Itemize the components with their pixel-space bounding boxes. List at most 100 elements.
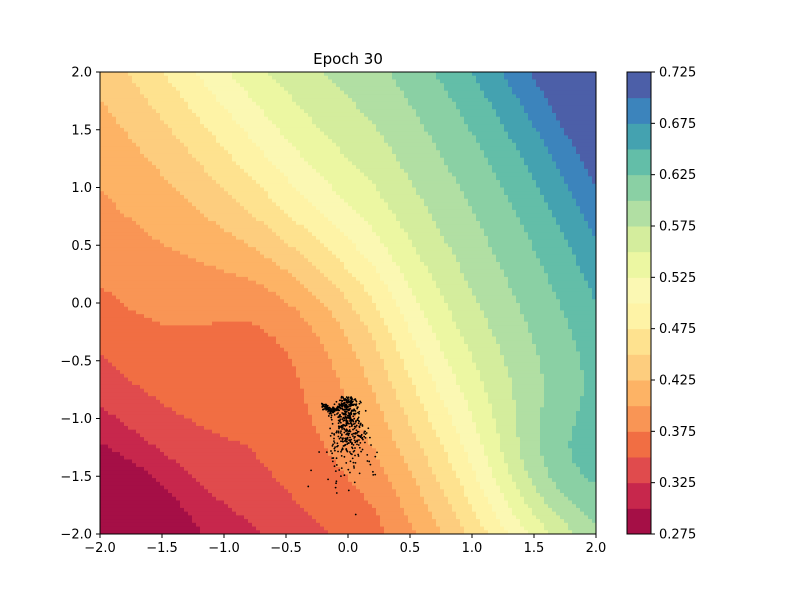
contour-cell — [216, 511, 221, 516]
contour-cell — [192, 493, 197, 498]
contour-cell — [256, 276, 261, 282]
contour-cell — [120, 213, 125, 218]
contour-cell — [124, 101, 129, 107]
contour-cell — [172, 317, 177, 323]
contour-cell — [100, 522, 105, 528]
contour-cell — [232, 202, 237, 207]
contour-cell — [144, 250, 149, 256]
contour-cell — [104, 176, 109, 181]
contour-cell — [228, 146, 233, 151]
contour-cell — [160, 388, 165, 394]
contour-cell — [116, 112, 121, 118]
contour-cell — [236, 299, 241, 304]
contour-cell — [232, 265, 237, 271]
contour-cell — [132, 403, 137, 408]
contour-cell — [180, 429, 185, 435]
contour-cell — [248, 213, 253, 218]
contour-cell — [200, 79, 205, 84]
contour-cell — [188, 291, 193, 297]
contour-cell — [240, 146, 245, 151]
contour-cell — [128, 217, 133, 222]
contour-cell — [108, 98, 113, 103]
contour-cell — [104, 429, 109, 435]
contour-cell — [252, 86, 257, 92]
contour-cell — [108, 280, 113, 285]
contour-cell — [196, 407, 201, 412]
contour-cell — [100, 444, 105, 449]
contour-cell — [116, 120, 121, 125]
contour-cell — [176, 146, 181, 151]
contour-cell — [188, 258, 193, 263]
contour-cell — [172, 291, 177, 297]
contour-cell — [248, 511, 253, 516]
contour-cell — [244, 425, 249, 431]
contour-cell — [100, 362, 105, 367]
contour-cell — [192, 489, 197, 494]
contour-cell — [120, 411, 125, 416]
contour-cell — [148, 355, 153, 360]
contour-cell — [212, 258, 217, 263]
contour-cell — [172, 116, 177, 122]
contour-cell — [204, 75, 209, 81]
contour-cell — [176, 455, 181, 461]
contour-cell — [152, 403, 157, 408]
contour-cell — [192, 418, 197, 423]
contour-cell — [164, 247, 169, 252]
contour-cell — [156, 370, 161, 375]
contour-cell — [248, 75, 253, 81]
contour-cell — [144, 142, 149, 148]
contour-cell — [212, 109, 217, 114]
contour-cell — [124, 217, 129, 222]
contour-cell — [132, 94, 137, 99]
contour-cell — [152, 254, 157, 259]
contour-cell — [252, 325, 257, 330]
contour-cell — [172, 75, 177, 81]
contour-cell — [236, 317, 241, 323]
contour-cell — [164, 288, 169, 293]
contour-cell — [240, 112, 245, 118]
contour-cell — [180, 403, 185, 408]
contour-cell — [236, 112, 241, 118]
contour-cell — [108, 329, 113, 334]
contour-cell — [128, 504, 133, 509]
contour-cell — [120, 291, 125, 297]
contour-cell — [112, 232, 117, 237]
contour-cell — [152, 306, 157, 312]
contour-cell — [112, 474, 117, 479]
contour-cell — [212, 500, 217, 505]
contour-cell — [132, 258, 137, 263]
contour-cell — [212, 116, 217, 122]
contour-cell — [204, 440, 209, 446]
contour-cell — [196, 146, 201, 151]
contour-cell — [140, 124, 145, 129]
contour-cell — [256, 273, 261, 278]
contour-cell — [216, 239, 221, 244]
contour-cell — [116, 254, 121, 259]
contour-cell — [184, 433, 189, 438]
contour-cell — [192, 370, 197, 375]
contour-cell — [176, 519, 181, 524]
contour-cell — [168, 396, 173, 401]
contour-cell — [152, 310, 157, 315]
contour-cell — [132, 172, 137, 177]
contour-cell — [120, 135, 125, 140]
contour-cell — [200, 206, 205, 211]
contour-cell — [224, 381, 229, 386]
contour-cell — [168, 135, 173, 140]
contour-cell — [120, 124, 125, 129]
contour-cell — [136, 306, 141, 312]
contour-cell — [128, 139, 133, 144]
contour-cell — [168, 321, 173, 326]
contour-cell — [212, 75, 217, 81]
contour-cell — [184, 206, 189, 211]
contour-cell — [252, 418, 257, 423]
contour-cell — [200, 493, 205, 498]
contour-cell — [212, 366, 217, 371]
contour-cell — [152, 228, 157, 233]
contour-cell — [248, 142, 253, 148]
contour-cell — [216, 437, 221, 442]
contour-cell — [112, 425, 117, 431]
contour-cell — [148, 440, 153, 446]
contour-cell — [116, 176, 121, 181]
contour-cell — [152, 463, 157, 468]
